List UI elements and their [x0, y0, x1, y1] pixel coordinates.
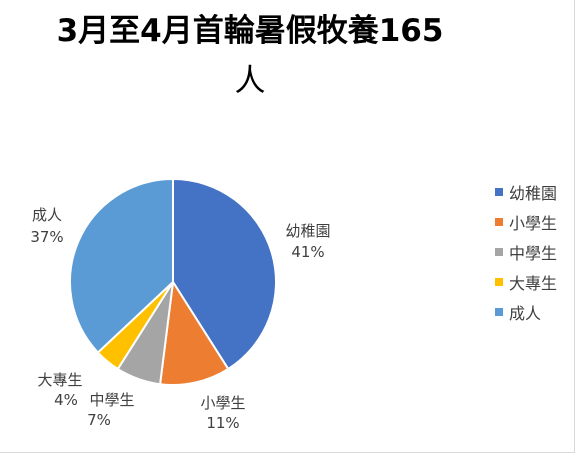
- legend-item: 中學生: [495, 237, 557, 267]
- legend-label: 成人: [509, 304, 542, 323]
- legend-swatch: [495, 278, 503, 286]
- legend-swatch: [495, 188, 503, 196]
- legend-label: 小學生: [509, 214, 558, 233]
- pie-slice: [69, 177, 174, 354]
- slice-value-label: 4%: [54, 391, 78, 409]
- legend-label: 大專生: [509, 274, 558, 293]
- legend-item: 成人: [495, 297, 557, 327]
- slice-value-label: 11%: [206, 414, 239, 432]
- chart-title-line1: 3月至4月首輪暑假牧養165: [56, 13, 444, 49]
- legend-swatch: [495, 248, 503, 256]
- slice-category-label: 中學生: [89, 391, 134, 409]
- chart-title-line2: 人: [234, 63, 266, 99]
- legend: 幼稚園 小學生 中學生 大專生 成人: [495, 177, 557, 327]
- legend-item: 大專生: [495, 267, 557, 297]
- slice-value-label: 41%: [291, 243, 324, 261]
- legend-item: 小學生: [495, 207, 557, 237]
- slice-category-label: 成人: [32, 206, 62, 224]
- legend-label: 幼稚園: [509, 184, 558, 203]
- slice-value-label: 37%: [30, 228, 63, 246]
- slice-category-label: 小學生: [200, 394, 245, 412]
- slice-category-label: 幼稚園: [285, 222, 330, 240]
- slice-category-label: 大專生: [37, 371, 82, 389]
- slice-value-label: 7%: [87, 411, 111, 429]
- pie-slice: [158, 279, 230, 386]
- legend-swatch: [495, 308, 503, 316]
- legend-label: 中學生: [509, 244, 558, 263]
- legend-swatch: [495, 218, 503, 226]
- chart-title: 3月至4月首輪暑假牧養165 人: [20, 6, 480, 106]
- legend-item: 幼稚園: [495, 177, 557, 207]
